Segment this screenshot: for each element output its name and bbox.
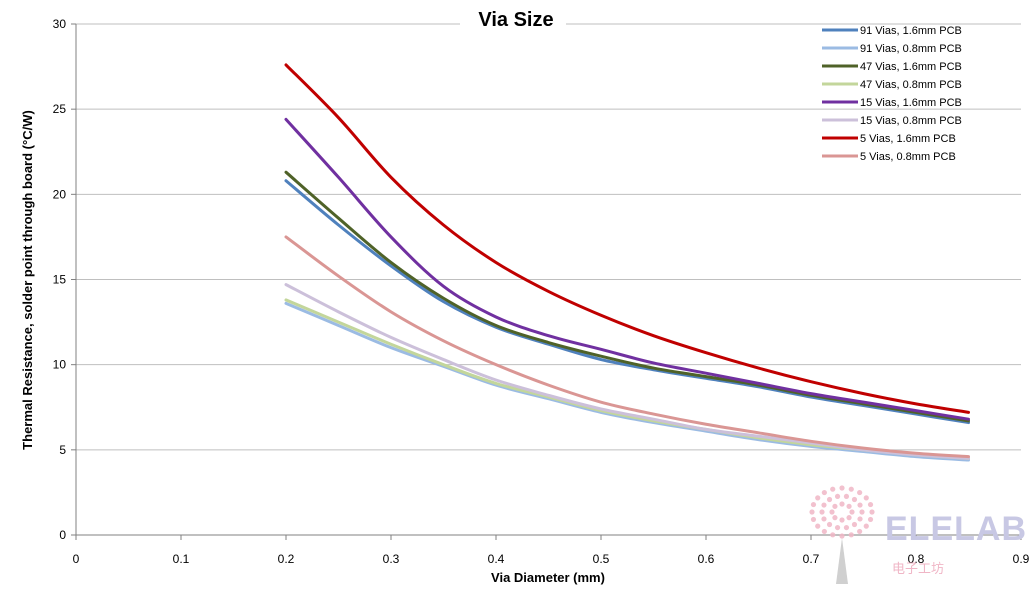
series-line (284, 235, 970, 459)
watermark-dot (839, 517, 845, 523)
series-line (284, 301, 970, 462)
watermark-dot (821, 516, 827, 522)
watermark-dot (867, 501, 874, 508)
watermark-dot (830, 486, 836, 492)
series-line (284, 117, 970, 421)
x-tick-label: 0.7 (803, 552, 820, 566)
watermark-dot (821, 502, 827, 508)
watermark-dot (839, 485, 845, 491)
y-axis-title: Thermal Resistance, solder point through… (20, 110, 35, 450)
watermark-stem (836, 538, 848, 584)
y-tick-label: 25 (53, 102, 67, 116)
watermark-dot (867, 516, 874, 523)
legend-label: 47 Vias, 1.6mm PCB (860, 61, 962, 73)
watermark-dot (815, 523, 821, 529)
y-tick-label: 5 (59, 443, 66, 457)
x-tick-labels: 0 0.1 0.2 0.3 0.4 0.5 0.6 0.7 0.8 0.9 (73, 552, 1030, 566)
watermark-dot (839, 533, 845, 539)
watermark-dot (857, 489, 863, 496)
watermark-dot (863, 495, 869, 501)
watermark-dot (857, 502, 863, 508)
legend-label: 15 Vias, 0.8mm PCB (860, 115, 962, 127)
x-tick-label: 0.1 (173, 552, 190, 566)
y-tick-label: 15 (53, 273, 67, 287)
x-tick-label: 0.3 (383, 552, 400, 566)
watermark-dot (843, 524, 850, 531)
axes (71, 23, 1022, 540)
watermark-dot (832, 515, 838, 521)
y-tick-label: 30 (53, 17, 67, 31)
legend-label: 5 Vias, 1.6mm PCB (860, 133, 956, 145)
series-line (284, 298, 970, 460)
x-tick-label: 0.4 (488, 552, 505, 566)
watermark-dot (848, 532, 854, 538)
legend-label: 91 Vias, 0.8mm PCB (860, 43, 962, 55)
watermark-dot (869, 509, 875, 515)
watermark-dot (826, 496, 833, 503)
watermark-logo-text: ELELAB (885, 510, 1027, 548)
y-tick-label: 20 (53, 187, 67, 201)
x-tick-label: 0 (73, 552, 80, 566)
watermark-dot (810, 501, 817, 508)
watermark-sub-text: 电子工坊 (892, 561, 944, 576)
watermark-dot (849, 509, 855, 515)
series-line (284, 179, 970, 425)
watermark-dot (839, 501, 845, 507)
watermark-dot (843, 493, 850, 500)
watermark-dot (857, 516, 863, 522)
series-lines (284, 63, 970, 462)
watermark-dot (863, 523, 869, 529)
legend-label: 91 Vias, 1.6mm PCB (860, 25, 962, 37)
watermark-dot (821, 489, 827, 496)
series-line (284, 63, 970, 414)
watermark-dot (809, 509, 815, 515)
chart-title: Via Size (478, 9, 553, 31)
y-tick-label: 0 (59, 528, 66, 542)
title-background (460, 6, 566, 34)
x-tick-label: 0.5 (593, 552, 610, 566)
watermark-dot (821, 528, 827, 535)
y-tick-label: 10 (53, 358, 67, 372)
watermark-dot (832, 503, 838, 509)
watermark-dot (826, 521, 833, 528)
x-tick-label: 0.6 (698, 552, 715, 566)
watermark-dot (851, 496, 858, 503)
watermark-dot (810, 516, 817, 523)
watermark-dot (857, 528, 863, 535)
watermark-dot (815, 495, 821, 501)
x-axis-title: Via Diameter (mm) (491, 570, 605, 585)
legend: 91 Vias, 1.6mm PCB 91 Vias, 0.8mm PCB 47 V… (822, 25, 962, 163)
watermark-dot (859, 509, 865, 515)
legend-label: 47 Vias, 0.8mm PCB (860, 79, 962, 91)
legend-label: 5 Vias, 0.8mm PCB (860, 151, 956, 163)
watermark-dot (829, 509, 835, 515)
watermark-dot (830, 532, 836, 538)
legend-label: 15 Vias, 1.6mm PCB (860, 97, 962, 109)
watermark-dot (851, 521, 858, 528)
series-line (284, 283, 970, 460)
y-tick-labels: 0 5 10 15 20 25 30 (53, 17, 67, 542)
watermark-dot (819, 509, 825, 515)
x-tick-label: 0.9 (1013, 552, 1030, 566)
x-tick-label: 0.2 (278, 552, 295, 566)
watermark-dot (848, 486, 854, 492)
series-line (284, 170, 970, 423)
watermark-dot (846, 515, 852, 521)
x-tick-label: 0.8 (908, 552, 925, 566)
watermark-dot (834, 493, 841, 500)
watermark-dot (846, 503, 852, 509)
watermark-dot (834, 524, 841, 531)
watermark-logo: ELELAB 电子工坊 (809, 485, 1027, 584)
